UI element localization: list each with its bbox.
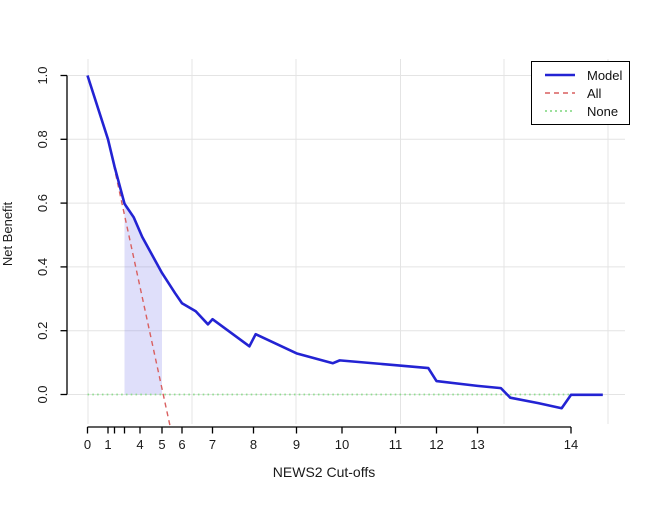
model-line-sample xyxy=(545,73,575,77)
x-axis-title: NEWS2 Cut-offs xyxy=(273,464,375,480)
x-tick-label: 5 xyxy=(158,437,165,452)
y-axis-title: Net Benefit xyxy=(0,201,15,266)
y-tick-label: 0.6 xyxy=(35,194,50,212)
legend-item-all: All xyxy=(544,86,623,101)
x-tick-label: 10 xyxy=(335,437,349,452)
model-line xyxy=(86,75,603,410)
x-tick-label: 14 xyxy=(564,437,578,452)
y-tick-label: 0.2 xyxy=(35,322,50,340)
legend-label-none: None xyxy=(587,103,619,119)
x-tick-label: 4 xyxy=(136,437,143,452)
all-line-sample xyxy=(545,92,575,94)
all-line xyxy=(107,138,171,426)
x-tick-label: 9 xyxy=(293,437,300,452)
legend-item-none: None xyxy=(544,104,623,119)
x-tick-label: 11 xyxy=(389,437,403,452)
none-line-sample xyxy=(545,110,575,112)
y-tick-label: 0.0 xyxy=(35,385,50,403)
legend: Model All None xyxy=(531,61,630,125)
legend-label-model: Model xyxy=(587,67,623,83)
x-tick-label: 12 xyxy=(429,437,443,452)
y-tick-label: 1.0 xyxy=(35,66,50,84)
x-tick-label: 7 xyxy=(209,437,216,452)
y-tick-label: 0.4 xyxy=(35,258,50,276)
x-tick-label: 6 xyxy=(178,437,185,452)
legend-item-model: Model xyxy=(544,68,623,83)
y-tick-label: 0.8 xyxy=(35,130,50,148)
x-tick-label: 0 xyxy=(84,437,91,452)
x-tick-label: 13 xyxy=(470,437,484,452)
x-tick-label: 1 xyxy=(104,437,111,452)
legend-label-all: All xyxy=(587,85,602,101)
x-tick-label: 8 xyxy=(250,437,257,452)
